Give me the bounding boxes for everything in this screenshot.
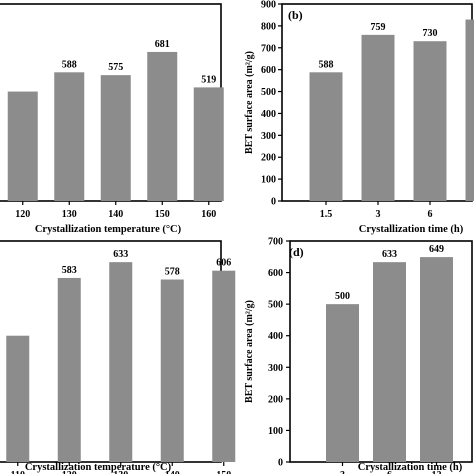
panel-2-y-tick-label-4: 300: [261, 131, 276, 142]
panel-4-bar-3: [420, 257, 453, 462]
panel-3-value-label-4: 578: [165, 267, 180, 278]
panel-1-x-tick-label-4: 150: [155, 209, 170, 220]
panel-4-y-tick-label-8: 700: [268, 237, 283, 248]
panel-4-y-tick-label-3: 200: [268, 394, 283, 405]
panel-2-y-tick-label-7: 600: [261, 65, 276, 76]
panel-2-x-axis-label: Crystallization time (h): [359, 224, 464, 235]
panel-4-value-label-1: 500: [335, 291, 350, 302]
panel-2-panel-label: (b): [288, 8, 303, 22]
panel-1-bar-1: [7, 91, 38, 201]
panel-4-value-label-2: 633: [382, 249, 397, 260]
panel-2-y-tick-label-3: 200: [261, 153, 276, 164]
panel-3-value-label-5: 606: [216, 258, 231, 269]
panel-3-bar-4: [160, 279, 184, 462]
panel-2-bar-3: [413, 41, 447, 201]
panel-4-y-tick-label-5: 400: [268, 331, 283, 342]
panel-4-bar-2: [373, 262, 406, 462]
panel-4-y-tick-label-6: 500: [268, 300, 283, 311]
panel-4-x-axis-label: Crystallization time (h): [358, 462, 463, 473]
panel-3-x-tick-label-2: 120: [62, 470, 77, 474]
panel-3-bar-3: [109, 262, 133, 462]
panel-4-y-axis-label: BET surface area (m²/g): [244, 300, 255, 403]
panel-1-bar-3: [100, 75, 131, 201]
panel-1-x-tick-label-1: 120: [15, 209, 30, 220]
panel-2-bar-2: [361, 34, 395, 201]
panel-3-bar-2: [57, 277, 81, 462]
panel-2-y-tick-label-9: 800: [261, 21, 276, 32]
panel-3-bar-5: [212, 270, 236, 462]
panel-2-y-tick-label-8: 700: [261, 43, 276, 54]
panel-2-value-label-1: 588: [319, 59, 334, 70]
panel-4-y-tick-label-4: 300: [268, 363, 283, 374]
panel-2-bar-1: [309, 72, 343, 201]
panel-1-value-label-4: 681: [155, 39, 170, 50]
panel-3-x-tick-label-4: 140: [165, 470, 180, 474]
panel-4-x-tick-label-2: 6: [387, 470, 392, 474]
panel-4-y-tick-label-1: 0: [278, 458, 283, 469]
panel-3-x-tick-label-3: 130: [113, 470, 128, 474]
panel-1-value-label-3: 575: [108, 62, 123, 73]
panel-1-x-tick-label-2: 130: [62, 209, 77, 220]
panel-4-x-tick-label-3: 12: [432, 470, 442, 474]
panel-2-x-tick-label-1: 1.5: [320, 209, 333, 220]
panel-4-panel-label: (d): [289, 245, 304, 259]
panel-1-bar-4: [147, 51, 178, 201]
panel-3-bar-1: [6, 335, 30, 462]
panel-4-y-tick-label-2: 100: [268, 426, 283, 437]
panel-2-y-tick-label-5: 400: [261, 109, 276, 120]
panel-2-y-tick-label-6: 500: [261, 87, 276, 98]
panel-3-x-axis-label: Crystallization temperature (°C): [25, 462, 172, 473]
panel-1-x-tick-label-5: 160: [201, 209, 216, 220]
panel-3-x-tick-label-1: 110: [11, 470, 25, 474]
panel-1-bar-2: [54, 72, 85, 201]
panel-3-value-label-2: 583: [62, 265, 77, 276]
panel-4-value-label-3: 649: [429, 244, 444, 255]
panel-1-x-axis-label: Crystallization temperature (°C): [35, 224, 182, 235]
panel-2-x-tick-label-2: 3: [376, 209, 381, 220]
panel-1-value-label-2: 588: [62, 59, 77, 70]
panel-4-y-tick-label-7: 600: [268, 268, 283, 279]
panel-3-value-label-3: 633: [113, 249, 128, 260]
panel-2-value-label-3: 730: [423, 28, 438, 39]
panel-2-x-tick-label-3: 6: [428, 209, 433, 220]
panel-1-bar-5: [193, 87, 224, 201]
panel-1-x-tick-label-3: 140: [108, 209, 123, 220]
panel-1-value-label-5: 519: [201, 74, 216, 85]
panel-4-bar-1: [326, 304, 359, 462]
panel-2-y-tick-label-10: 900: [261, 0, 276, 11]
panel-2-y-tick-label-2: 100: [261, 175, 276, 186]
panel-2-bar-4: [465, 19, 474, 202]
panel-3-x-tick-label-5: 150: [216, 470, 231, 474]
panel-2-y-axis-label: BET surface area (m²/g): [244, 51, 255, 154]
panel-2-y-tick-label-1: 0: [271, 197, 276, 208]
panel-4-x-tick-label-1: 3: [340, 470, 345, 474]
panel-2-value-label-2: 759: [371, 22, 386, 33]
